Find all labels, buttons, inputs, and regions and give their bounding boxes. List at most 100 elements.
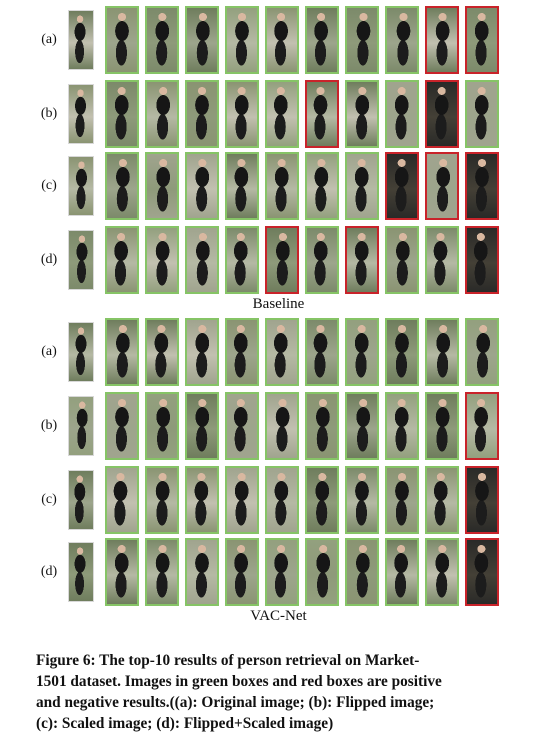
query-image <box>68 470 94 530</box>
positive-result-thumbnail <box>305 226 339 294</box>
positive-result-thumbnail <box>145 80 179 148</box>
positive-result-thumbnail <box>265 392 299 460</box>
positive-result-thumbnail <box>145 6 179 74</box>
positive-result-thumbnail <box>265 318 299 386</box>
positive-result-thumbnail <box>385 392 419 460</box>
positive-result-thumbnail <box>385 318 419 386</box>
negative-result-thumbnail <box>425 6 459 74</box>
positive-result-thumbnail <box>385 226 419 294</box>
negative-result-thumbnail <box>465 6 499 74</box>
positive-result-thumbnail <box>185 6 219 74</box>
positive-result-thumbnail <box>345 6 379 74</box>
positive-result-thumbnail <box>265 6 299 74</box>
negative-result-thumbnail <box>465 226 499 294</box>
positive-result-thumbnail <box>465 318 499 386</box>
positive-result-thumbnail <box>225 392 259 460</box>
positive-result-thumbnail <box>145 466 179 534</box>
row-label: (d) <box>40 252 58 267</box>
negative-result-thumbnail <box>425 80 459 148</box>
positive-result-thumbnail <box>345 466 379 534</box>
positive-result-thumbnail <box>465 80 499 148</box>
negative-result-thumbnail <box>465 152 499 220</box>
row-label: (d) <box>40 564 58 579</box>
positive-result-thumbnail <box>265 538 299 606</box>
row-label: (b) <box>40 418 58 433</box>
positive-result-thumbnail <box>425 538 459 606</box>
positive-result-thumbnail <box>305 6 339 74</box>
negative-result-thumbnail <box>345 226 379 294</box>
negative-result-thumbnail <box>305 80 339 148</box>
positive-result-thumbnail <box>225 6 259 74</box>
positive-result-thumbnail <box>145 152 179 220</box>
query-image <box>68 10 94 70</box>
panel-title-vac-net: VAC-Net <box>250 608 307 624</box>
positive-result-thumbnail <box>225 538 259 606</box>
row-label: (c) <box>41 178 57 193</box>
caption-line: (c): Scaled image; (d): Flipped+Scaled i… <box>36 715 334 732</box>
positive-result-thumbnail <box>345 392 379 460</box>
positive-result-thumbnail <box>345 318 379 386</box>
caption-line: and negative results.((a): Original imag… <box>36 694 435 711</box>
row-label: (a) <box>41 32 57 47</box>
positive-result-thumbnail <box>185 80 219 148</box>
positive-result-thumbnail <box>305 392 339 460</box>
caption-line: Figure 6: The top-10 results of person r… <box>36 652 420 669</box>
positive-result-thumbnail <box>425 392 459 460</box>
positive-result-thumbnail <box>225 466 259 534</box>
positive-result-thumbnail <box>385 80 419 148</box>
query-image <box>68 84 94 144</box>
query-image <box>68 322 94 382</box>
figure-caption: Figure 6: The top-10 results of person r… <box>36 650 526 734</box>
positive-result-thumbnail <box>305 466 339 534</box>
positive-result-thumbnail <box>345 538 379 606</box>
positive-result-thumbnail <box>145 538 179 606</box>
positive-result-thumbnail <box>185 466 219 534</box>
positive-result-thumbnail <box>145 392 179 460</box>
positive-result-thumbnail <box>105 466 139 534</box>
positive-result-thumbnail <box>305 318 339 386</box>
positive-result-thumbnail <box>105 318 139 386</box>
positive-result-thumbnail <box>385 466 419 534</box>
positive-result-thumbnail <box>225 152 259 220</box>
row-label: (b) <box>40 106 58 121</box>
positive-result-thumbnail <box>265 466 299 534</box>
negative-result-thumbnail <box>465 466 499 534</box>
positive-result-thumbnail <box>225 226 259 294</box>
negative-result-thumbnail <box>265 226 299 294</box>
positive-result-thumbnail <box>185 538 219 606</box>
positive-result-thumbnail <box>105 80 139 148</box>
positive-result-thumbnail <box>225 318 259 386</box>
query-image <box>68 396 94 456</box>
positive-result-thumbnail <box>225 80 259 148</box>
positive-result-thumbnail <box>185 392 219 460</box>
negative-result-thumbnail <box>465 538 499 606</box>
positive-result-thumbnail <box>145 318 179 386</box>
positive-result-thumbnail <box>385 538 419 606</box>
positive-result-thumbnail <box>425 466 459 534</box>
positive-result-thumbnail <box>105 538 139 606</box>
query-image <box>68 542 94 602</box>
row-label: (a) <box>41 344 57 359</box>
positive-result-thumbnail <box>105 6 139 74</box>
caption-line: 1501 dataset. Images in green boxes and … <box>36 673 442 690</box>
positive-result-thumbnail <box>345 80 379 148</box>
positive-result-thumbnail <box>185 318 219 386</box>
panel-title-baseline: Baseline <box>252 296 305 312</box>
positive-result-thumbnail <box>105 226 139 294</box>
positive-result-thumbnail <box>105 392 139 460</box>
positive-result-thumbnail <box>185 152 219 220</box>
positive-result-thumbnail <box>265 152 299 220</box>
negative-result-thumbnail <box>465 392 499 460</box>
positive-result-thumbnail <box>145 226 179 294</box>
positive-result-thumbnail <box>425 318 459 386</box>
positive-result-thumbnail <box>385 6 419 74</box>
query-image <box>68 230 94 290</box>
positive-result-thumbnail <box>305 538 339 606</box>
negative-result-thumbnail <box>385 152 419 220</box>
positive-result-thumbnail <box>305 152 339 220</box>
positive-result-thumbnail <box>265 80 299 148</box>
negative-result-thumbnail <box>425 152 459 220</box>
row-label: (c) <box>41 492 57 507</box>
positive-result-thumbnail <box>185 226 219 294</box>
